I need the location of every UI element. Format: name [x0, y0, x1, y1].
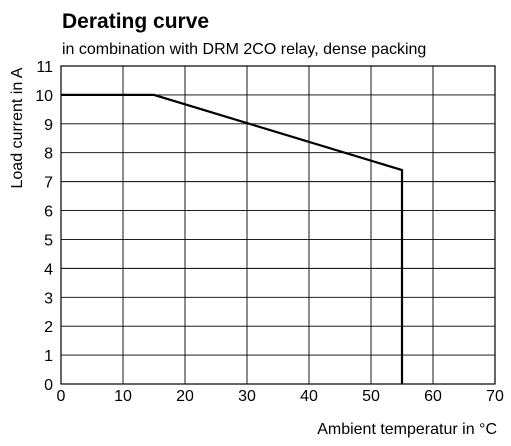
series-layer: [61, 93, 404, 384]
x-tick-label: 50: [362, 388, 380, 405]
plot-area: [61, 66, 495, 384]
x-tick-label: 20: [176, 388, 194, 405]
x-tick-label: 70: [486, 388, 504, 405]
chart-title: Derating curve: [62, 10, 209, 33]
chart-subtitle: in combination with DRM 2CO relay, dense…: [62, 41, 426, 58]
y-tick-label: 5: [44, 232, 53, 249]
y-tick-labels: 0 1 2 3 4 5 6 7 8 9 10 11: [35, 59, 53, 394]
y-tick-label: 3: [44, 290, 53, 307]
x-tick-label: 60: [424, 388, 442, 405]
grid-lines: [60, 65, 496, 385]
y-tick-label: 10: [35, 88, 53, 105]
y-tick-label: 7: [44, 175, 53, 192]
y-tick-label: 0: [44, 377, 53, 394]
y-tick-label: 6: [44, 204, 53, 221]
y-tick-label: 1: [44, 348, 53, 365]
y-tick-label: 2: [44, 319, 53, 336]
x-tick-label: 30: [238, 388, 256, 405]
plot-frame: [60, 65, 496, 385]
x-tick-label: 40: [300, 388, 318, 405]
y-tick-label: 8: [44, 146, 53, 163]
x-axis-label: Ambient temperatur in °C: [317, 421, 497, 438]
y-axis-label: Load current in A: [9, 67, 26, 188]
x-tick-label: 10: [114, 388, 132, 405]
x-tick-labels: 0 10 20 30 40 50 60 70: [57, 388, 504, 405]
x-tick-label: 0: [57, 388, 66, 405]
derating-curve-line: [61, 93, 404, 384]
y-tick-label: 9: [44, 117, 53, 134]
y-tick-label: 11: [36, 59, 53, 76]
y-tick-label: 4: [44, 261, 53, 278]
